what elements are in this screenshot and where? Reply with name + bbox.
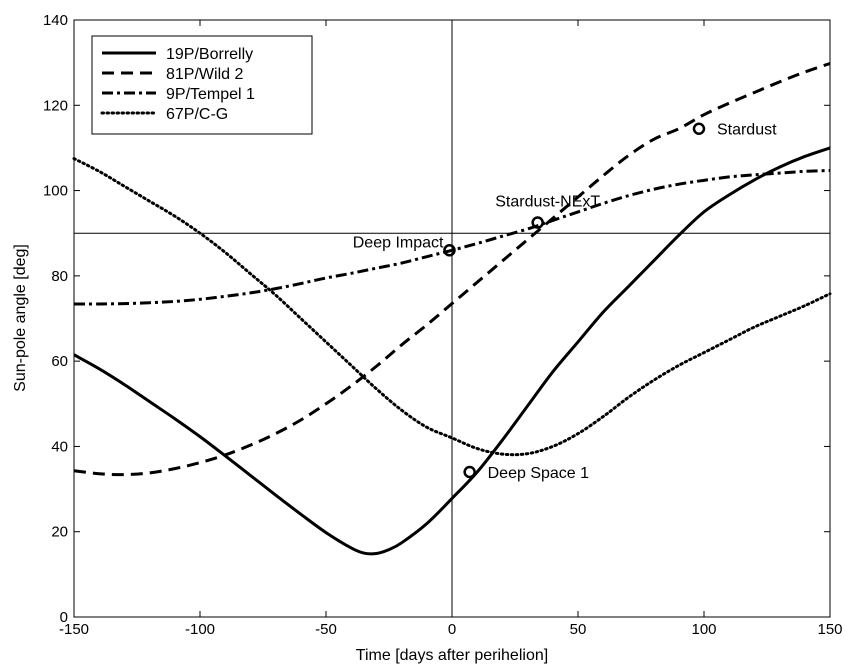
x-tick-label: 50 xyxy=(570,621,587,638)
legend-label: 19P/Borrelly xyxy=(166,46,253,63)
series-line-2 xyxy=(73,62,831,477)
y-axis-label: Sun-pole angle [deg] xyxy=(12,244,29,392)
y-tick-label: 0 xyxy=(60,609,68,626)
x-tick-label: -100 xyxy=(185,621,215,638)
x-tick-label: 150 xyxy=(817,621,842,638)
series-layer xyxy=(72,62,832,556)
y-tick-label: 140 xyxy=(43,12,68,29)
legend-label: 9P/Tempel 1 xyxy=(166,86,255,103)
axis-ticks: -150 -100 -50 0 50 100 150 0 20 40 60 80 100 120 140 xyxy=(43,12,843,638)
series-line-3 xyxy=(73,169,831,306)
x-tick-label: 0 xyxy=(448,621,456,638)
annotation-marker xyxy=(692,122,706,135)
x-tick-label: -50 xyxy=(315,621,337,638)
x-tick-label: 100 xyxy=(691,621,716,638)
annotation-marker xyxy=(531,216,544,229)
annotation-label: Deep Impact xyxy=(353,234,444,251)
annotation-marker xyxy=(463,465,476,479)
y-tick-label: 20 xyxy=(51,524,68,541)
annotation-label: Stardust xyxy=(717,122,777,139)
legend: 19P/Borrelly 81P/Wild 2 9P/Tempel 1 67P/C-G xyxy=(91,35,313,135)
y-tick-label: 60 xyxy=(51,353,68,370)
y-tick-label: 120 xyxy=(43,97,68,114)
y-tick-label: 100 xyxy=(43,183,68,200)
x-axis-label: Time [days after perihelion] xyxy=(356,647,548,664)
y-tick-label: 40 xyxy=(51,438,68,455)
y-tick-label: 80 xyxy=(51,268,68,285)
annotation-marker xyxy=(443,244,456,257)
series-line-4 xyxy=(72,157,832,457)
legend-label: 67P/C-G xyxy=(166,106,228,123)
legend-label: 81P/Wild 2 xyxy=(166,66,243,83)
annotation-markers: Stardust Stardust-NExT Deep Impact Deep Spa… xyxy=(353,122,777,482)
series-line-1 xyxy=(73,146,831,556)
annotation-label: Stardust-NExT xyxy=(495,194,600,211)
x-tick-label: -150 xyxy=(59,621,89,638)
annotation-label: Deep Space 1 xyxy=(488,465,590,482)
